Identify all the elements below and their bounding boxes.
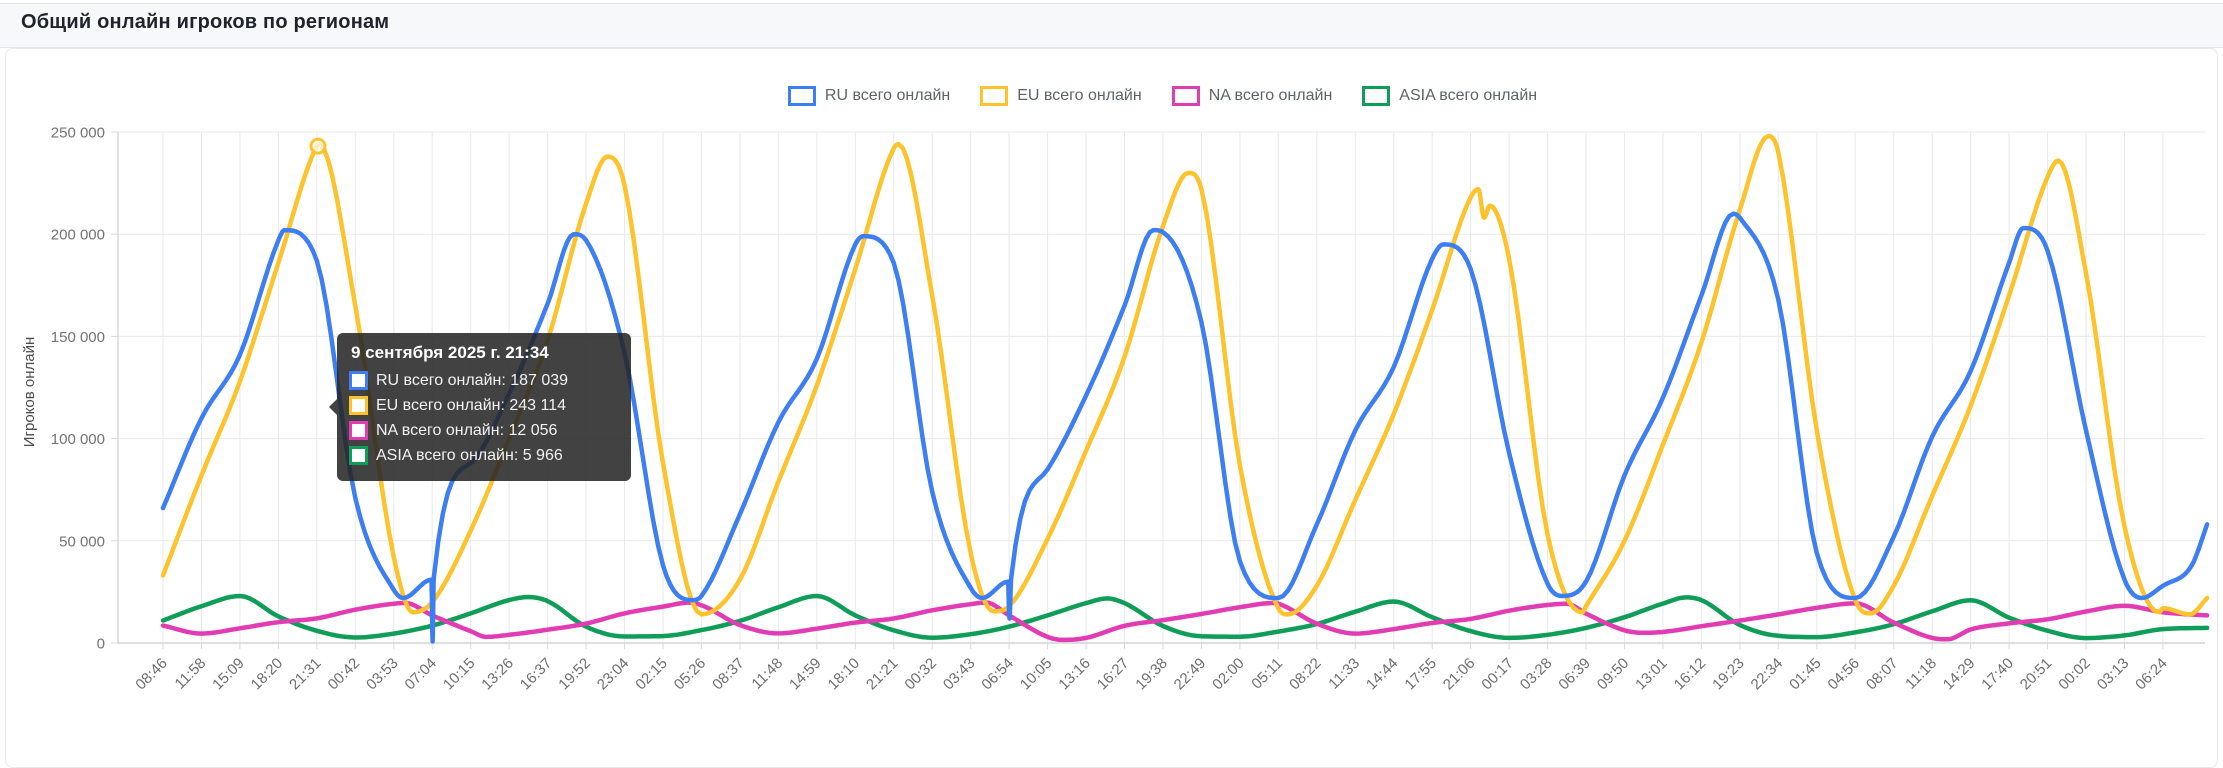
chart-tooltip: 9 сентября 2025 г. 21:34 RU всего онлайн… <box>329 333 631 481</box>
x-tick-label: 02:00 <box>1209 655 1248 694</box>
x-tick-label: 11:33 <box>1325 655 1363 693</box>
chart-legend: RU всего онлайн EU всего онлайн NA всего о… <box>120 86 2205 106</box>
axis-lines <box>117 132 2205 644</box>
x-tick-label: 01:45 <box>1786 655 1825 694</box>
legend-swatch-na <box>1171 86 1200 106</box>
x-tick-label: 14:29 <box>1940 655 1979 694</box>
x-tick-label: 00:32 <box>901 655 940 694</box>
y-tick-label: 250 000 <box>51 125 105 142</box>
x-tick-label: 00:02 <box>2055 655 2094 694</box>
tooltip-title: 9 сентября 2025 г. 21:34 <box>351 343 549 362</box>
legend-label-na: NA всего онлайн <box>1208 87 1333 104</box>
tooltip-swatch <box>349 396 368 415</box>
legend-label-eu: EU всего онлайн <box>1017 87 1142 104</box>
y-tick-label: 100 000 <box>51 431 105 448</box>
x-tick-label: 03:28 <box>1517 655 1556 694</box>
tooltip-swatch <box>349 421 368 440</box>
legend-swatch-eu <box>980 86 1009 106</box>
tooltip-row: RU всего онлайн: 187 039 <box>349 371 617 390</box>
legend-item-ru[interactable]: RU всего онлайн <box>787 86 951 106</box>
tooltip-row-text: EU всего онлайн: 243 114 <box>376 396 566 414</box>
hover-point-marker <box>309 137 327 155</box>
x-tick-label: 02:15 <box>632 655 671 694</box>
x-tick-label: 03:53 <box>363 655 402 694</box>
x-tick-label: 16:37 <box>517 655 556 694</box>
hover-marker-circle <box>309 137 327 155</box>
x-tick-label: 19:52 <box>555 655 594 694</box>
x-tick-label: 03:13 <box>2094 655 2133 694</box>
x-axis-tick-labels: 08:46 11:58 15:09 18:20 21:31 00:42 03:53 07:04… <box>132 655 2170 694</box>
x-tick-label: 11:48 <box>748 655 786 693</box>
x-tick-label: 06:39 <box>1555 655 1594 694</box>
x-tick-label: 03:43 <box>940 655 979 694</box>
x-tick-label: 19:38 <box>1132 655 1171 694</box>
x-tick-label: 14:44 <box>1363 655 1402 694</box>
x-tick-label: 16:12 <box>1671 655 1710 694</box>
legend-item-asia[interactable]: ASIA всего онлайн <box>1362 86 1537 106</box>
legend-item-eu[interactable]: EU всего онлайн <box>980 86 1142 106</box>
x-tick-label: 17:55 <box>1401 655 1440 694</box>
x-tick-label: 20:51 <box>2017 655 2056 694</box>
legend-item-na[interactable]: NA всего онлайн <box>1171 86 1333 106</box>
x-tick-label: 21:31 <box>286 655 325 694</box>
legend-swatch-asia <box>1362 86 1391 106</box>
x-tick-label: 08:07 <box>1863 655 1902 694</box>
y-tick-label: 50 000 <box>59 533 105 550</box>
series-line-na <box>160 600 2210 643</box>
x-tick-label: 22:49 <box>1171 655 1210 694</box>
tooltip-swatch <box>349 371 368 390</box>
x-tick-label: 06:54 <box>978 655 1017 694</box>
legend-swatch-ru <box>787 86 816 106</box>
x-tick-label: 08:22 <box>1286 655 1325 694</box>
y-axis-title: Игроков онлайн <box>21 337 38 448</box>
x-tick-label: 08:37 <box>709 655 748 694</box>
x-tick-label: 10:05 <box>1017 655 1056 694</box>
x-tick-label: 11:58 <box>172 655 210 693</box>
x-tick-label: 18:10 <box>825 655 864 694</box>
tooltip-row-text: ASIA всего онлайн: 5 966 <box>376 446 563 464</box>
legend-label-ru: RU всего онлайн <box>824 87 951 104</box>
x-tick-label: 04:56 <box>1824 655 1863 694</box>
x-tick-label: 08:46 <box>132 655 171 694</box>
y-tick-label: 0 <box>97 636 105 653</box>
x-tick-label: 13:16 <box>1055 655 1094 694</box>
x-tick-label: 05:11 <box>1248 655 1286 693</box>
x-tick-label: 09:50 <box>1594 655 1633 694</box>
y-tick-label: 200 000 <box>51 227 105 244</box>
series-line-asia <box>160 593 2210 641</box>
x-tick-label: 10:15 <box>440 655 479 694</box>
x-tick-label: 22:34 <box>1748 655 1787 694</box>
x-tick-label: 07:04 <box>401 655 440 694</box>
tooltip-row-text: NA всего онлайн: 12 056 <box>376 421 558 439</box>
tooltip-row-text: RU всего онлайн: 187 039 <box>376 371 569 389</box>
y-tick-label: 150 000 <box>51 329 105 346</box>
x-tick-label: 15:09 <box>209 655 248 694</box>
tooltip-row: NA всего онлайн: 12 056 <box>349 421 617 440</box>
x-tick-label: 00:42 <box>325 655 364 694</box>
x-tick-label: 05:26 <box>671 655 710 694</box>
x-tick-label: 18:20 <box>248 655 287 694</box>
x-tick-label: 11:18 <box>1902 655 1940 693</box>
x-tick-label: 17:40 <box>1978 655 2017 694</box>
x-tick-label: 23:04 <box>594 655 633 694</box>
x-tick-label: 16:27 <box>1094 655 1133 694</box>
x-tick-label: 00:17 <box>1478 655 1517 694</box>
x-tick-label: 21:06 <box>1440 655 1479 694</box>
x-tick-label: 14:59 <box>786 655 825 694</box>
tooltip-rows: RU всего онлайн: 187 039 EU всего онлайн:… <box>349 371 617 465</box>
page-header: Общий онлайн игроков по регионам <box>0 3 2223 48</box>
x-tick-label: 13:26 <box>478 655 517 694</box>
legend-label-asia: ASIA всего онлайн <box>1399 87 1538 104</box>
page-title: Общий онлайн игроков по регионам <box>21 11 390 33</box>
x-tick-label: 21:21 <box>863 655 902 694</box>
tooltip-row: ASIA всего онлайн: 5 966 <box>349 446 617 465</box>
y-axis-tick-labels: 250 000 200 000 150 000 100 000 50 000 0 <box>51 125 105 653</box>
tooltip-row: EU всего онлайн: 243 114 <box>349 396 617 415</box>
tooltip-swatch <box>349 446 368 465</box>
x-tick-label: 19:23 <box>1709 655 1748 694</box>
x-tick-label: 06:24 <box>2132 655 2171 694</box>
x-tick-label: 13:01 <box>1632 655 1671 694</box>
grid-lines <box>111 131 2205 649</box>
